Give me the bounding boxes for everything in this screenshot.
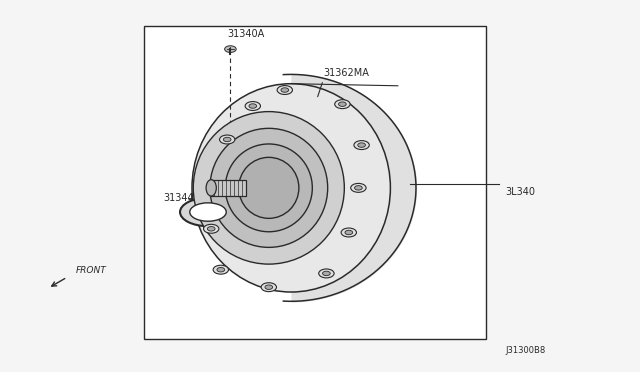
Circle shape [358,143,365,147]
Text: J31300B8: J31300B8 [506,346,546,355]
Circle shape [319,269,334,278]
Circle shape [345,230,353,235]
Text: 31340A: 31340A [227,29,264,39]
Circle shape [213,265,228,274]
Circle shape [265,285,273,289]
Circle shape [323,271,330,276]
Circle shape [335,100,350,109]
Circle shape [249,104,257,108]
Ellipse shape [193,112,344,264]
Circle shape [354,141,369,150]
Ellipse shape [180,198,236,226]
Circle shape [341,228,356,237]
Ellipse shape [239,157,299,218]
Circle shape [339,102,346,106]
Text: 3L340: 3L340 [506,187,536,196]
Ellipse shape [192,84,390,292]
Text: 31362MA: 31362MA [323,68,369,78]
Circle shape [355,186,362,190]
Circle shape [277,86,292,94]
Ellipse shape [189,203,227,221]
Circle shape [220,135,235,144]
Bar [211,180,246,196]
Circle shape [217,267,225,272]
Text: FRONT: FRONT [76,266,106,275]
Circle shape [261,283,276,292]
Circle shape [351,183,366,192]
Circle shape [223,137,231,142]
Circle shape [207,227,215,231]
Bar [144,26,486,339]
Ellipse shape [206,180,216,196]
Circle shape [204,224,219,233]
Text: 31344: 31344 [163,193,194,203]
Circle shape [281,88,289,92]
Ellipse shape [210,128,328,247]
Circle shape [225,46,236,52]
Ellipse shape [225,144,312,232]
Circle shape [245,102,260,110]
